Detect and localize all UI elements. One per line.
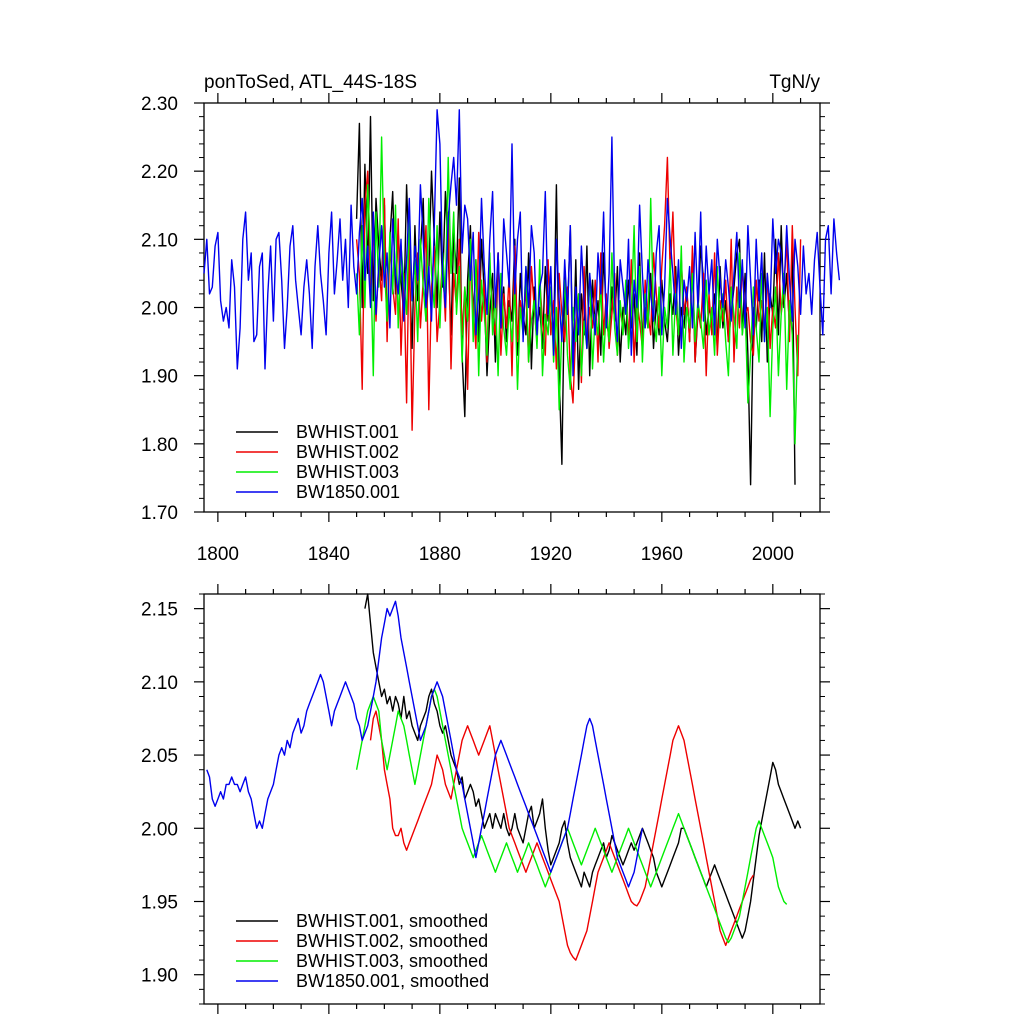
- x-tick-label: 1920: [530, 544, 572, 565]
- top-series-group: [203, 109, 841, 486]
- series-line-bwhist-002-smoothed: [369, 710, 754, 961]
- top-axis-ticks: 1800 1840 1880 1920 1960 2000 1.70 1.80 1.90 2.00…: [141, 93, 830, 565]
- y-tick-label: 2.00: [141, 819, 178, 840]
- y-tick-label: 1.90: [141, 367, 178, 388]
- legend-label: BWHIST.003, smoothed: [296, 951, 488, 971]
- y-tick-label: 2.10: [141, 673, 178, 694]
- y-tick-label: 2.00: [141, 299, 178, 320]
- legend-label: BWHIST.001, smoothed: [296, 911, 488, 931]
- series-line-bw1850-001: [203, 109, 841, 377]
- top-panel: ponToSed, ATL_44S-18S TgN/y 1800 1840 1880…: [141, 72, 841, 565]
- series-line-bwhist-003: [355, 136, 799, 445]
- series-line-bwhist-001-smoothed: [364, 593, 802, 939]
- series-line-bwhist-003-smoothed: [355, 688, 788, 944]
- series-line-bw1850-001-smoothed: [206, 600, 644, 888]
- bottom-axis-ticks: 1.90 1.95 2.00 2.05 2.10 2.15: [141, 584, 830, 1014]
- bottom-panel: 1.90 1.95 2.00 2.05 2.10 2.15 BWHIST.001, smo…: [141, 584, 830, 1014]
- legend-label: BWHIST.003: [296, 462, 399, 482]
- x-tick-label: 2000: [752, 544, 794, 565]
- x-tick-label: 1960: [641, 544, 683, 565]
- legend-label: BWHIST.002, smoothed: [296, 931, 488, 951]
- bottom-series-group: [206, 593, 802, 961]
- y-tick-label: 2.15: [141, 600, 178, 621]
- legend-label: BW1850.001: [296, 482, 400, 502]
- x-tick-label: 1880: [419, 544, 461, 565]
- y-tick-label: 1.70: [141, 503, 178, 524]
- y-tick-label: 1.80: [141, 435, 178, 456]
- legend-label: BW1850.001, smoothed: [296, 971, 489, 991]
- y-tick-label: 1.90: [141, 966, 178, 987]
- legend-label: BWHIST.001: [296, 422, 399, 442]
- x-tick-label: 1840: [308, 544, 350, 565]
- legend-label: BWHIST.002: [296, 442, 399, 462]
- x-tick-label: 1800: [197, 544, 239, 565]
- top-chart-units: TgN/y: [769, 72, 820, 93]
- y-tick-label: 2.10: [141, 230, 178, 251]
- y-tick-label: 2.30: [141, 94, 178, 115]
- y-tick-label: 2.05: [141, 746, 178, 767]
- y-tick-label: 1.95: [141, 893, 178, 914]
- top-chart-title: ponToSed, ATL_44S-18S: [204, 72, 417, 93]
- y-tick-label: 2.20: [141, 162, 178, 183]
